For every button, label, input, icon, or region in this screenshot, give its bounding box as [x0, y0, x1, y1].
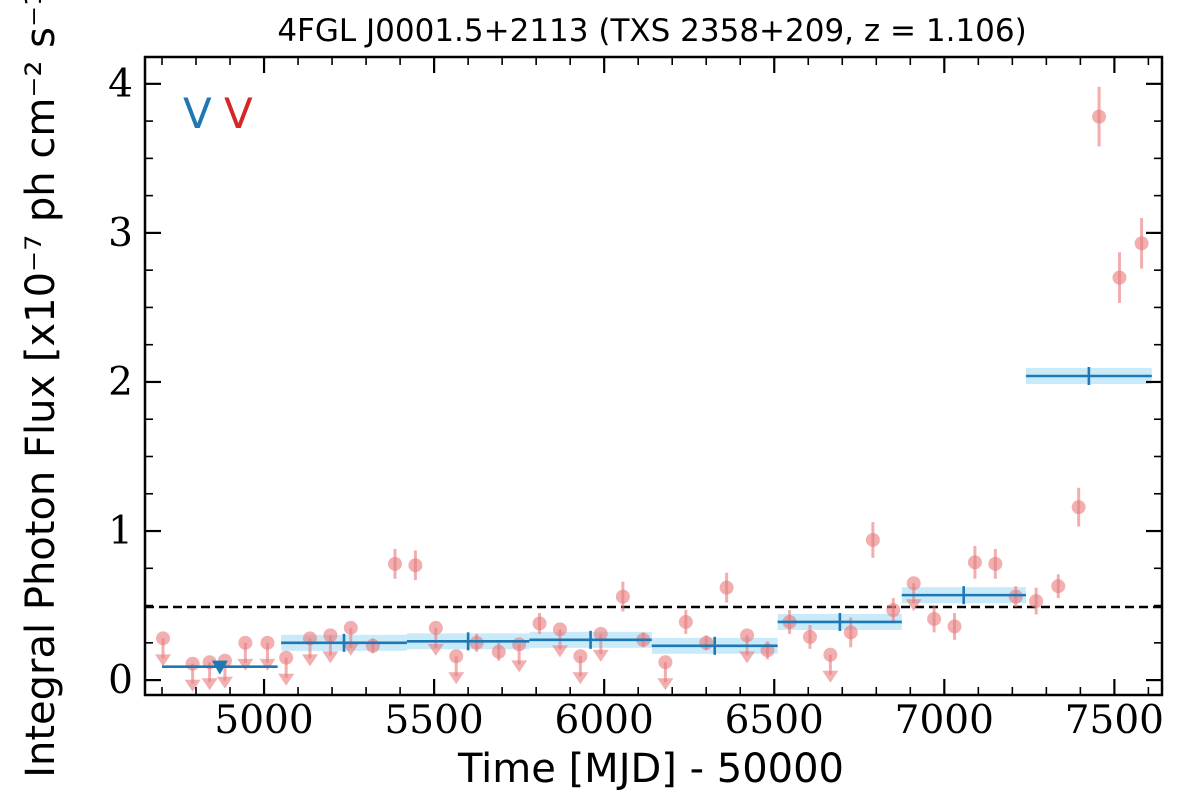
axes: 5000 5500 6000 6500 7000 7500 0 1 2 3 4	[108, 55, 1164, 743]
data-point	[185, 656, 200, 671]
data-point	[469, 635, 484, 650]
x-tick-label: 6500	[725, 698, 824, 743]
legend-mark-red: V	[224, 89, 253, 138]
data-point	[449, 649, 464, 664]
long-bin-upper-limit	[211, 660, 228, 675]
data-point	[573, 649, 588, 664]
data-point	[615, 589, 630, 604]
data-point	[279, 650, 294, 665]
x-axis-label: Time [MJD] - 50000	[457, 746, 844, 792]
x-tick-label: 7000	[895, 698, 994, 743]
data-point	[906, 576, 921, 591]
upper-limit-marker	[201, 678, 218, 691]
plot-area	[145, 86, 1162, 692]
upper-limit-marker	[822, 670, 839, 683]
upper-limit-marker	[551, 645, 568, 658]
data-point	[699, 635, 714, 650]
data-point	[802, 629, 817, 644]
y-tick-label: 3	[108, 211, 133, 256]
data-point	[927, 611, 942, 626]
data-point	[260, 635, 275, 650]
data-point	[408, 558, 423, 573]
upper-limit-marker	[657, 678, 674, 691]
data-point	[365, 638, 380, 653]
upper-limit-marker	[342, 643, 359, 656]
upper-limit-marker	[301, 654, 318, 667]
data-point	[823, 647, 838, 662]
y-axis-label: Integral Photon Flux [x10⁻⁷ ph cm⁻² s⁻¹]	[18, 0, 64, 778]
data-point	[593, 626, 608, 641]
data-point	[1008, 589, 1023, 604]
data-point	[886, 603, 901, 618]
data-point	[238, 635, 253, 650]
data-point	[719, 580, 734, 595]
data-point	[512, 637, 527, 652]
data-point	[967, 555, 982, 570]
upper-limit-marker	[184, 679, 201, 692]
x-tick-label: 7500	[1065, 698, 1164, 743]
data-point	[1112, 270, 1127, 285]
upper-limit-marker	[259, 658, 276, 671]
data-point	[428, 620, 443, 635]
x-tick-label: 6000	[555, 698, 654, 743]
y-tick-label: 4	[108, 62, 133, 107]
data-point	[988, 556, 1003, 571]
y-tick-label: 0	[108, 658, 133, 703]
data-point	[343, 620, 358, 635]
data-point	[1029, 594, 1044, 609]
upper-limit-marker	[427, 643, 444, 656]
legend: V V	[183, 89, 253, 138]
plot-frame	[143, 55, 1164, 697]
upper-limit-marker	[905, 599, 922, 612]
upper-limit-marker	[216, 676, 233, 689]
data-point	[323, 628, 338, 643]
data-point	[658, 655, 673, 670]
upper-limit-marker	[592, 649, 609, 662]
data-point	[947, 619, 962, 634]
x-tick-label: 5500	[384, 698, 483, 743]
upper-limit-marker	[322, 651, 339, 664]
chart-title: 4FGL J0001.5+2113 (TXS 2358+209, z = 1.1…	[277, 13, 1026, 49]
x-tick-label: 5000	[214, 698, 313, 743]
upper-limit-marker	[511, 660, 528, 673]
data-point	[1071, 500, 1086, 515]
data-point	[678, 614, 693, 629]
data-point	[532, 616, 547, 631]
data-point	[740, 628, 755, 643]
data-point	[1134, 236, 1149, 251]
data-point	[1092, 109, 1107, 124]
data-point	[865, 532, 880, 547]
data-point	[843, 625, 858, 640]
data-point	[552, 622, 567, 637]
data-point	[387, 556, 402, 571]
upper-limit-marker	[155, 654, 172, 667]
y-tick-label: 1	[108, 509, 133, 554]
data-point	[491, 644, 506, 659]
upper-limit-marker	[739, 651, 756, 664]
chart-title-group: 4FGL J0001.5+2113 (TXS 2358+209, z = 1.1…	[277, 13, 1026, 49]
upper-limit-marker	[572, 672, 589, 685]
data-point	[1051, 579, 1066, 594]
upper-limit-marker	[237, 658, 254, 671]
legend-mark-blue: V	[183, 89, 212, 138]
y-tick-label: 2	[108, 360, 133, 405]
data-point	[156, 631, 171, 646]
upper-limit-marker	[448, 672, 465, 685]
upper-limit-marker	[278, 673, 295, 686]
